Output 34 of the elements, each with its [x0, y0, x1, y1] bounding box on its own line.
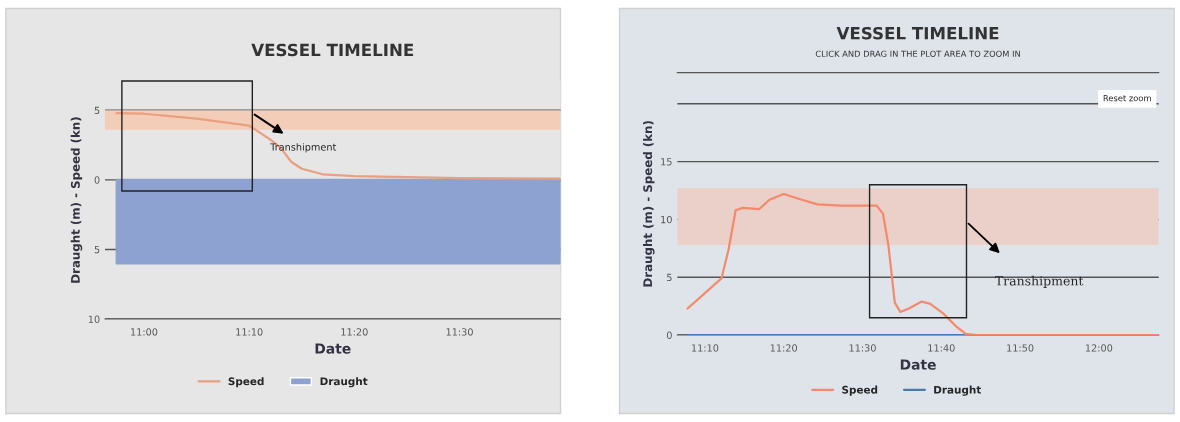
y-axis-title: Draught (m) - Speed (kn) [70, 117, 83, 283]
annotation: Transhipment [994, 275, 1084, 288]
x-tick-label: 11:20 [341, 328, 368, 336]
x-tick-label: 11:00 [131, 328, 158, 336]
line-series [686, 192, 1159, 336]
annotation: Reset zoom [1103, 95, 1151, 102]
y-tick-label: 0 [666, 331, 672, 339]
legend-label: Draught [320, 377, 368, 388]
y-tick-label: 0 [94, 176, 100, 184]
x-tick-label: 11:30 [849, 344, 876, 352]
x-tick-label: 11:20 [770, 344, 798, 352]
x-axis-title: Date [315, 343, 351, 354]
y-tick-label: 5 [94, 106, 100, 115]
chart-title: VESSEL TIMELINE [251, 43, 414, 57]
x-tick-label: 11:10 [236, 328, 263, 336]
x-tick-label: 11:50 [1007, 344, 1034, 352]
y-tick-label: 15 [661, 158, 672, 166]
legend-label: Speed [842, 385, 878, 396]
legend-label: Speed [228, 377, 264, 388]
y-axis-title: Draught (m) - Speed (kn) [643, 121, 655, 287]
y-tick-label: 5 [667, 273, 672, 282]
y-tick-label: 10 [88, 315, 100, 323]
x-axis-title: Date [900, 359, 936, 370]
line-series [115, 111, 561, 180]
legend-label: Draught [934, 385, 982, 396]
annotation: Transhipment [270, 143, 337, 153]
x-tick-label: 12:00 [1085, 344, 1113, 352]
x-tick-label: 11:30 [446, 328, 473, 336]
x-tick-label: 11:10 [691, 344, 719, 352]
x-tick-label: 11:40 [928, 344, 955, 352]
chart-subtitle: CLICK AND DRAG IN THE PLOT AREA TO ZOOM IN [815, 50, 1020, 57]
chart-title: VESSEL TIMELINE [836, 26, 999, 40]
y-tick-label: 5 [94, 246, 100, 254]
y-tick-label: 10 [661, 215, 672, 224]
